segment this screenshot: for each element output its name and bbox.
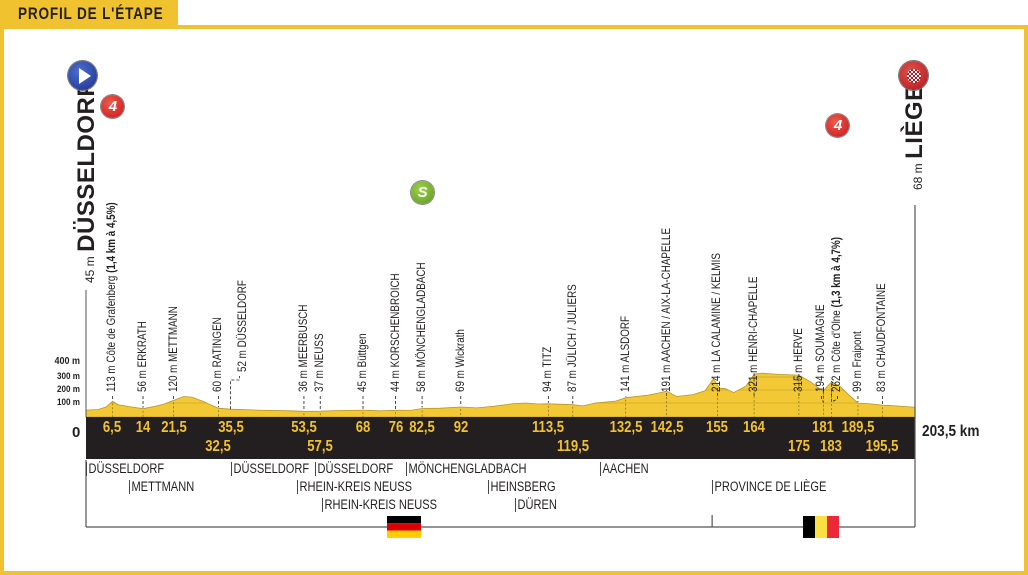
km-label: 189,5: [841, 419, 875, 436]
title-tab: PROFIL DE L'ÉTAPE: [0, 0, 178, 27]
region-label: DÜSSELDORF: [314, 462, 393, 476]
km-label: 21,5: [160, 419, 187, 436]
start-label: 45 m DÜSSELDORF: [73, 81, 100, 283]
region-label: AACHEN: [600, 462, 649, 476]
finish-checkered-icon: [899, 61, 928, 90]
sprint-icon: S: [411, 181, 435, 204]
km-label: 35,5: [217, 419, 244, 436]
km-label: 195,5: [865, 438, 899, 455]
waypoint-connector: [230, 376, 241, 410]
waypoint-label: 214 m LA CALAMINE / KELMIS: [709, 253, 724, 392]
region-label: RHEIN-KREIS NEUSS: [297, 480, 412, 494]
belgium-flag-icon: [815, 516, 827, 538]
km-label: 68: [355, 419, 371, 436]
waypoint-label: 194 m SOUMAGNE: [813, 304, 828, 392]
belgium-flag-icon: [827, 516, 839, 538]
climb-category-4-icon: 4: [101, 95, 125, 118]
km-label: 82,5: [409, 419, 435, 436]
finish-label: 68 m LIÈGE: [901, 84, 928, 190]
region-label: DÜSSELDORF: [230, 462, 309, 476]
profile-frame: [0, 25, 1028, 575]
km-label: 14: [135, 419, 151, 436]
waypoint-label: 94 m TITZ: [540, 346, 555, 392]
waypoint-label: 69 m Wickrath: [452, 329, 467, 392]
waypoint-label: 321 m HENRI-CHAPELLE: [746, 276, 761, 392]
km-label: 164: [743, 419, 766, 436]
waypoint-label: 60 m RATINGEN: [210, 317, 225, 392]
germany-flag-icon: [387, 530, 421, 538]
km-label: 183: [820, 438, 843, 455]
region-label: RHEIN-KREIS NEUSS: [321, 498, 437, 512]
y-axis-label: 100 m: [57, 397, 80, 407]
start-flag-icon: [68, 61, 97, 90]
waypoint-label: 58 m MÖNCHENGLADBACH: [414, 262, 429, 392]
waypoint-label: 83 m CHAUDFONTAINE: [874, 283, 889, 392]
elevation-profile: [85, 372, 916, 418]
waypoint-label: 52 m DÜSSELDORF: [234, 280, 249, 372]
germany-flag-icon: [387, 516, 421, 524]
climb-category-4-icon: 4: [826, 114, 850, 137]
km-label: 32,5: [205, 438, 232, 455]
km-label: 76: [388, 419, 403, 436]
km-label: 175: [787, 438, 810, 455]
km-label: 119,5: [556, 438, 589, 455]
waypoint-dashed-line: [831, 380, 838, 403]
region-label: MÖNCHENGLADBACH: [405, 462, 526, 476]
km-label: 6,5: [103, 419, 122, 436]
km-label: 181: [812, 419, 835, 436]
total-distance: 203,5 km: [922, 423, 980, 440]
y-axis-label: 400 m: [54, 356, 80, 367]
km-label: 57,5: [307, 438, 334, 455]
waypoint-label: 315 m HERVE: [790, 328, 805, 392]
waypoint-label: 262 m Côte d'Olne (1,3 km à 4,7%): [829, 236, 844, 392]
germany-flag-icon: [387, 523, 421, 531]
waypoint-label: 191 m AACHEN / AIX-LA-CHAPELLE: [658, 227, 673, 392]
waypoint-label: 113 m Côte de Grafenberg (1,4 km à 4,5%): [104, 202, 119, 392]
region-label: METTMANN: [128, 480, 194, 494]
km-label: 132,5: [609, 419, 643, 436]
km-label: 92: [453, 419, 469, 436]
waypoint-label: 99 m Fraipont: [849, 331, 864, 392]
belgium-flag-icon: [803, 516, 815, 538]
page-title: PROFIL DE L'ÉTAPE: [18, 4, 164, 23]
km-label: 142,5: [650, 419, 683, 436]
waypoint-label: 36 m MEERBUSCH: [295, 304, 310, 392]
waypoint-label: 56 m ERKRATH: [135, 321, 150, 392]
km-label: 155: [706, 419, 729, 436]
distance-band: [86, 417, 915, 459]
y-axis-label: 200 m: [57, 384, 80, 394]
waypoint-label: 141 m ALSDORF: [617, 315, 632, 392]
waypoint-label: 120 m METTMANN: [165, 306, 180, 392]
region-label: PROVINCE DE LIÈGE: [712, 480, 827, 494]
waypoint-label: 44 m KORSCHENBROICH: [387, 273, 402, 392]
region-label: HEINSBERG: [488, 480, 556, 494]
km-label: 53,5: [291, 419, 317, 436]
y-axis-label: 0: [72, 424, 81, 441]
waypoint-label: 87 m JÜLICH / JULIERS: [564, 284, 579, 392]
waypoint-label: 45 m Büttgen: [355, 333, 369, 392]
waypoint-label: 37 m NEUSS: [312, 333, 327, 392]
region-label: DÜSSELDORF: [86, 462, 164, 476]
km-label: 113,5: [532, 419, 565, 436]
waypoint-dashed-line: [820, 389, 824, 404]
y-axis-label: 300 m: [57, 371, 80, 381]
region-label: DÜREN: [514, 498, 557, 512]
